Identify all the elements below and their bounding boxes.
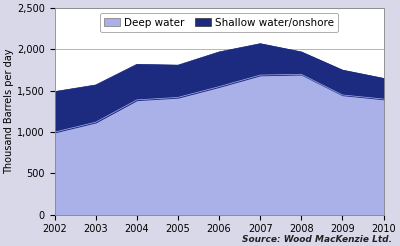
Text: Source: Wood MacKenzie Ltd.: Source: Wood MacKenzie Ltd. [242, 234, 392, 244]
Y-axis label: Thousand Barrels per day: Thousand Barrels per day [4, 49, 14, 174]
Legend: Deep water, Shallow water/onshore: Deep water, Shallow water/onshore [100, 13, 338, 32]
